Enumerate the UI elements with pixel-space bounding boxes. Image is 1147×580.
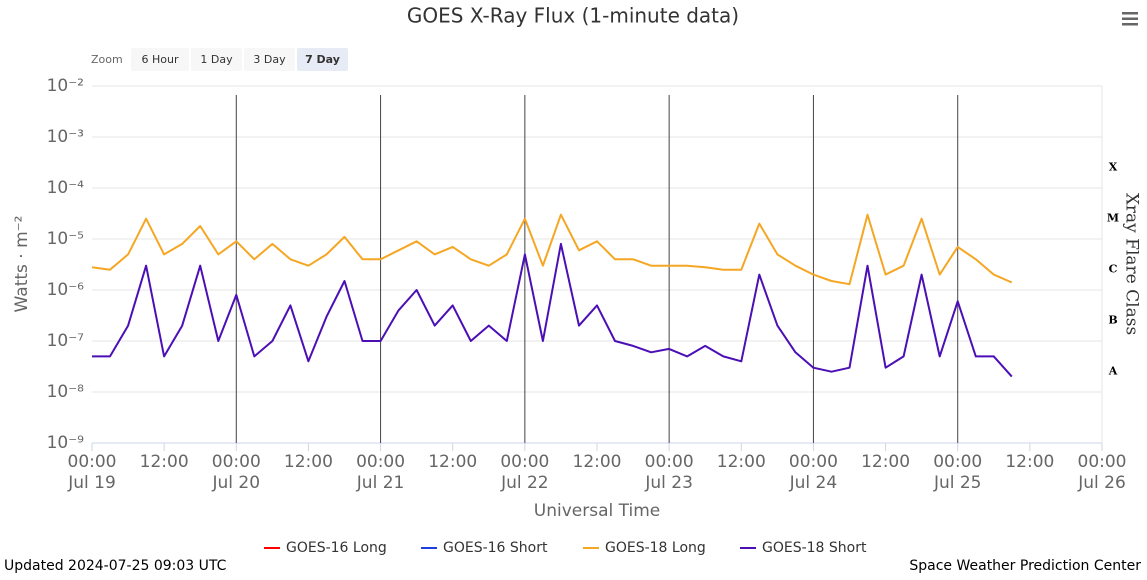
flare-class-label: A bbox=[1108, 365, 1118, 378]
x-tick-label: 00:00 bbox=[212, 452, 261, 472]
y-tick-label: 10⁻⁷ bbox=[47, 331, 85, 351]
zoom-button-label[interactable]: 6 Hour bbox=[142, 53, 179, 66]
x-tick-label: Jul 23 bbox=[644, 473, 693, 493]
legend-label[interactable]: GOES-18 Long bbox=[605, 540, 706, 556]
legend-label[interactable]: GOES-16 Long bbox=[286, 540, 387, 556]
x-tick-label: 12:00 bbox=[140, 452, 189, 472]
credit: Space Weather Prediction Center bbox=[909, 558, 1141, 574]
x-tick-label: Jul 21 bbox=[356, 473, 405, 493]
x-tick-label: 12:00 bbox=[1005, 452, 1054, 472]
x-tick-label: Jul 22 bbox=[500, 473, 549, 493]
y-tick-label: 10⁻⁴ bbox=[47, 178, 85, 198]
chart-title: GOES X-Ray Flux (1-minute data) bbox=[407, 4, 739, 28]
y-tick-label: 10⁻⁸ bbox=[47, 382, 85, 402]
menu-icon[interactable] bbox=[1122, 12, 1138, 26]
series-line bbox=[91, 213, 1013, 286]
y-axis-title: Watts · m⁻² bbox=[12, 216, 32, 313]
x-tick-label: 00:00 bbox=[1078, 452, 1127, 472]
zoom-button[interactable] bbox=[297, 48, 348, 71]
updated-note: Updated 2024-07-25 09:03 UTC bbox=[4, 558, 227, 574]
legend-label[interactable]: GOES-16 Short bbox=[443, 540, 548, 556]
series-line bbox=[92, 242, 1013, 378]
y-tick-label: 10⁻⁹ bbox=[47, 433, 85, 453]
x-tick-label: Jul 26 bbox=[1077, 473, 1126, 493]
x-tick-label: 12:00 bbox=[284, 452, 333, 472]
x-tick-label: 00:00 bbox=[68, 452, 117, 472]
zoom-button-label[interactable]: 7 Day bbox=[305, 53, 340, 66]
flare-class-label: M bbox=[1107, 212, 1119, 225]
y-tick-label: 10⁻² bbox=[47, 76, 84, 96]
y-tick-label: 10⁻³ bbox=[47, 127, 84, 147]
x-axis-title: Universal Time bbox=[534, 501, 660, 521]
y-tick-label: 10⁻⁶ bbox=[47, 280, 85, 300]
x-tick-label: 12:00 bbox=[717, 452, 766, 472]
x-tick-label: 12:00 bbox=[573, 452, 622, 472]
flare-class-label: C bbox=[1109, 263, 1118, 276]
x-tick-label: Jul 19 bbox=[67, 473, 116, 493]
x-tick-label: 12:00 bbox=[428, 452, 477, 472]
zoom-button[interactable] bbox=[191, 48, 242, 71]
zoom-label: Zoom bbox=[91, 53, 123, 66]
zoom-button[interactable] bbox=[244, 48, 295, 71]
x-tick-label: 00:00 bbox=[933, 452, 982, 472]
x-tick-label: Jul 25 bbox=[933, 473, 982, 493]
zoom-button[interactable] bbox=[131, 48, 189, 71]
legend-label[interactable]: GOES-18 Short bbox=[762, 540, 867, 556]
zoom-button-label[interactable]: 3 Day bbox=[253, 53, 286, 66]
zoom-button-label[interactable]: 1 Day bbox=[200, 53, 233, 66]
x-tick-label: Jul 24 bbox=[789, 473, 838, 493]
y-tick-label: 10⁻⁵ bbox=[47, 229, 84, 249]
x-tick-label: 00:00 bbox=[645, 452, 694, 472]
x-tick-label: 00:00 bbox=[356, 452, 405, 472]
x-tick-label: Jul 20 bbox=[212, 473, 261, 493]
flare-class-label: B bbox=[1108, 314, 1117, 327]
y2-axis-title: Xray Flare Class bbox=[1122, 193, 1142, 335]
x-tick-label: 00:00 bbox=[789, 452, 838, 472]
x-tick-label: 12:00 bbox=[861, 452, 910, 472]
flare-class-label: X bbox=[1109, 161, 1118, 174]
x-tick-label: 00:00 bbox=[500, 452, 549, 472]
